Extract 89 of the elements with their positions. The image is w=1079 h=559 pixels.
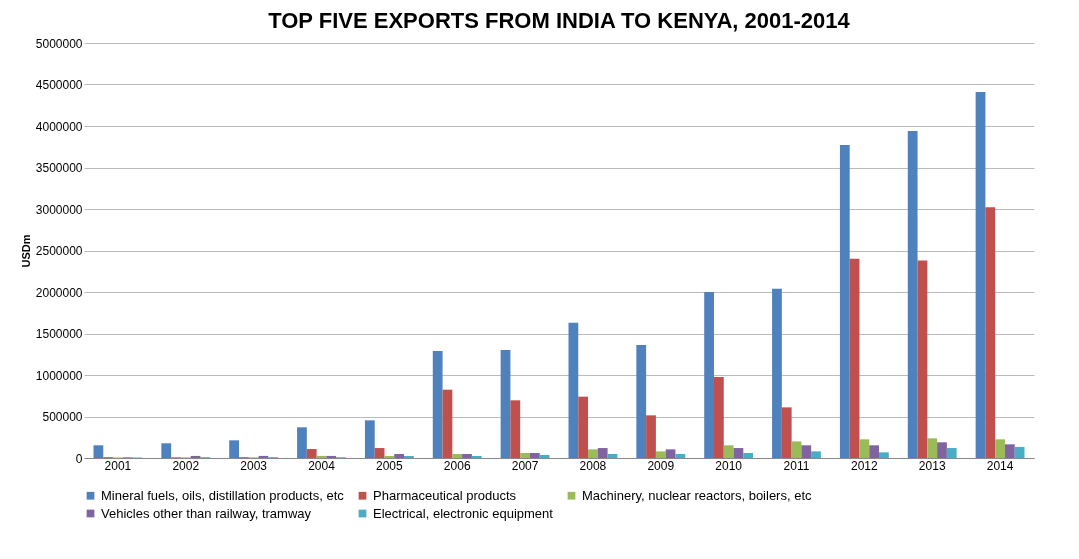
bar (646, 415, 656, 458)
bar (229, 440, 239, 458)
x-tick-label: 2009 (647, 458, 675, 473)
bar (946, 448, 957, 458)
bar (675, 454, 686, 458)
bar (869, 445, 880, 458)
bar (384, 455, 395, 458)
y-tick-label: 500000 (42, 410, 83, 424)
bar (839, 145, 850, 458)
bar (539, 455, 550, 458)
bar (297, 427, 307, 458)
bar (849, 258, 860, 458)
bar (161, 443, 172, 458)
bar (432, 350, 443, 458)
y-tick-label: 2500000 (35, 244, 83, 258)
bar (713, 376, 724, 458)
bar (636, 345, 647, 458)
bar (772, 288, 782, 458)
x-tick-label: 2001 (104, 458, 132, 473)
bar (723, 445, 734, 458)
bar (917, 260, 928, 458)
bar (588, 449, 598, 458)
x-tick-label: 2006 (443, 458, 471, 473)
bar (306, 449, 317, 458)
bar (665, 449, 676, 458)
y-tick-label: 5000000 (35, 36, 83, 51)
bar (364, 420, 375, 458)
y-tick-label: 1500000 (35, 327, 83, 341)
bar (500, 350, 511, 458)
bar (907, 130, 918, 458)
bar (743, 453, 754, 458)
x-tick-label: 2008 (579, 458, 607, 473)
x-tick-label: 2014 (986, 458, 1014, 473)
y-tick-label: 4500000 (35, 78, 83, 92)
x-tick-label: 2012 (851, 458, 879, 473)
x-tick-label: 2004 (308, 458, 336, 473)
y-axis-title: USDm (19, 234, 32, 268)
x-tick-label: 2007 (511, 458, 539, 473)
y-tick-label: 3000000 (35, 202, 83, 217)
bar (985, 207, 996, 458)
bar (462, 454, 472, 458)
x-tick-label: 2010 (715, 458, 743, 473)
bar (374, 448, 385, 458)
bar (597, 448, 608, 458)
bar (1004, 444, 1015, 458)
bar (975, 91, 986, 458)
bar (704, 292, 714, 458)
legend-label: Pharmaceutical products (373, 487, 517, 503)
bar (801, 445, 812, 458)
x-tick-label: 2002 (172, 458, 200, 473)
bar (879, 452, 889, 458)
legend-label: Mineral fuels, oils, distillation products, etc (101, 487, 345, 503)
y-tick-label: 3500000 (35, 161, 83, 175)
bar (811, 451, 821, 458)
bar (607, 454, 618, 458)
legend-label: Machinery, nuclear reactors, boilers, etc (582, 487, 813, 503)
bar (326, 455, 337, 458)
bar (529, 453, 540, 458)
bar (258, 455, 269, 458)
bar (568, 322, 579, 458)
bar (452, 454, 463, 458)
bar (442, 389, 453, 458)
bar (316, 455, 327, 458)
bar (859, 439, 870, 458)
bar (791, 441, 802, 458)
bar (520, 453, 530, 458)
x-tick-label: 2003 (240, 458, 268, 473)
y-tick-label: 2000000 (35, 285, 83, 300)
chart-title: TOP FIVE EXPORTS FROM INDIA TO KENYA, 2001-2014 (268, 8, 851, 33)
bar (655, 451, 666, 458)
x-tick-label: 2013 (918, 458, 946, 473)
bar (937, 442, 947, 458)
bar (190, 455, 201, 458)
bar (93, 445, 104, 458)
legend-label: Electrical, electronic equipment (373, 505, 554, 521)
x-tick-label: 2011 (783, 458, 810, 473)
bar (781, 407, 792, 458)
y-tick-label: 4000000 (35, 119, 83, 134)
x-tick-label: 2005 (376, 458, 404, 473)
bar (510, 400, 521, 458)
bar (578, 396, 589, 458)
y-tick-label: 0 (75, 451, 83, 466)
bar (1014, 446, 1025, 458)
bar (927, 438, 938, 458)
legend-label: Vehicles other than railway, tramway (101, 505, 312, 521)
bar (995, 439, 1005, 458)
bar (394, 454, 405, 458)
bar (733, 448, 744, 458)
y-tick-label: 1000000 (35, 368, 83, 383)
